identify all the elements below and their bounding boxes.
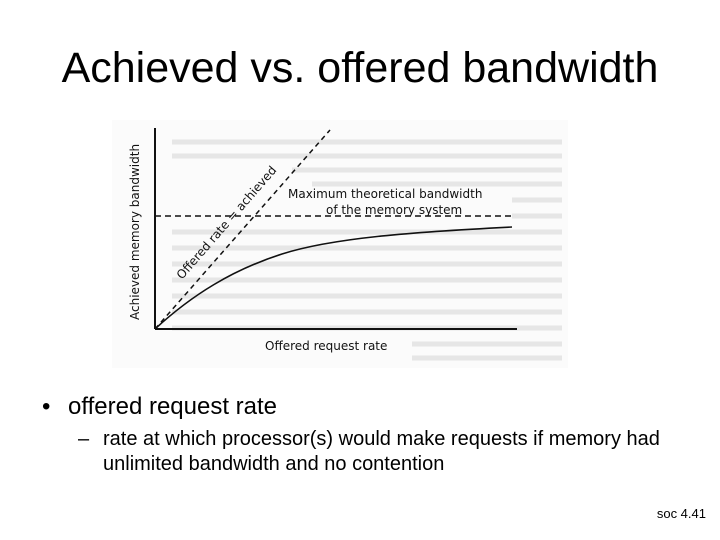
bandwidth-diagram: Achieved memory bandwidth Offered reques… xyxy=(112,120,568,368)
offered-equals-achieved-line xyxy=(154,129,331,330)
slide-title: Achieved vs. offered bandwidth xyxy=(61,44,659,92)
bullet-marker: • xyxy=(42,393,51,420)
max-bandwidth-label-line1: Maximum theoretical bandwidth xyxy=(288,187,482,201)
achieved-bandwidth-curve xyxy=(154,226,513,330)
sub-bullet-text: rate at which processor(s) would make re… xyxy=(103,428,660,475)
max-bandwidth-label-line2: of the memory system xyxy=(326,203,462,217)
y-axis-label: Achieved memory bandwidth xyxy=(128,144,142,320)
bandwidth-diagram-svg: Achieved memory bandwidth Offered reques… xyxy=(128,128,562,361)
slide-footer: soc 4.41 xyxy=(656,506,706,521)
sub-bullet-definition: – rate at which processor(s) would make … xyxy=(78,427,698,477)
background-text-lines xyxy=(172,139,562,361)
x-axis-label: Offered request rate xyxy=(265,339,387,353)
sub-bullet-marker: – xyxy=(78,428,90,450)
bullet-offered-request-rate: • offered request rate xyxy=(42,392,682,422)
bullet-text: offered request rate xyxy=(68,393,278,420)
